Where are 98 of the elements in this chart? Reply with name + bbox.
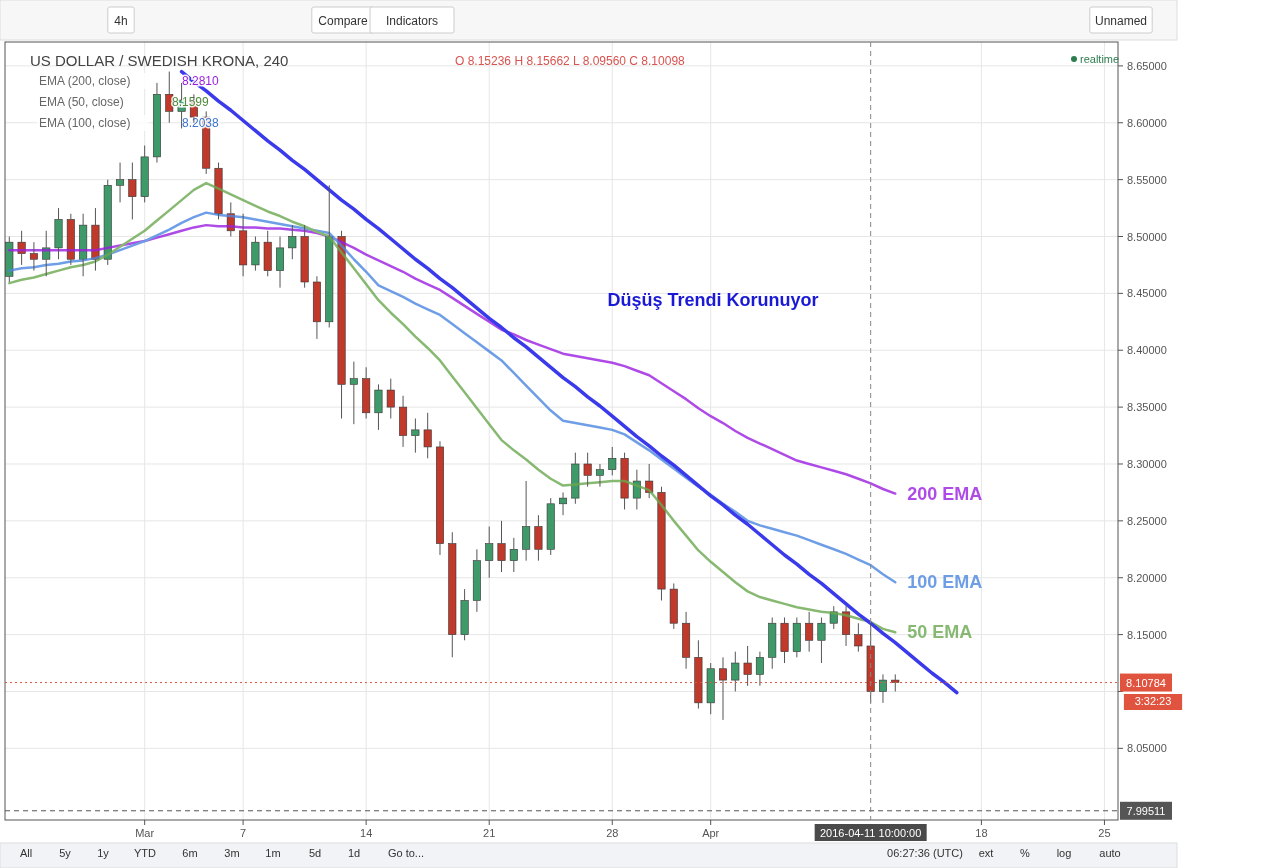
candlestick bbox=[682, 611, 691, 670]
text: Indicators bbox=[385, 14, 439, 28]
candlestick bbox=[595, 463, 604, 488]
text: ext bbox=[978, 847, 994, 859]
y-tick-label: 8.30000 bbox=[1127, 457, 1167, 470]
candlestick bbox=[534, 514, 543, 562]
candlestick bbox=[399, 395, 408, 448]
candlestick bbox=[719, 656, 727, 721]
text: 3m bbox=[224, 847, 240, 859]
y-tick-label: 8.05000 bbox=[1127, 742, 1167, 755]
candlestick bbox=[239, 213, 248, 277]
annotation: EMA (200, close) bbox=[39, 74, 131, 88]
series-label: 100 EMA bbox=[907, 572, 983, 593]
candlestick bbox=[485, 526, 494, 579]
ref-line-label: 7.99511 bbox=[1126, 804, 1166, 817]
candlestick bbox=[546, 497, 555, 556]
candlestick bbox=[312, 275, 321, 340]
candlestick bbox=[300, 224, 309, 289]
x-tick-label: 2016-04-11 10:00:00 bbox=[820, 827, 922, 839]
candlestick bbox=[436, 440, 444, 556]
series-label: 50 EMA bbox=[907, 622, 973, 643]
series-label: 200 EMA bbox=[907, 483, 983, 504]
candlestick bbox=[128, 162, 137, 220]
annotation: realtime bbox=[1080, 53, 1120, 65]
y-tick-label: 8.35000 bbox=[1127, 401, 1167, 414]
candlestick bbox=[116, 162, 125, 203]
candlestick bbox=[854, 622, 863, 653]
candlestick bbox=[706, 662, 715, 715]
candlestick bbox=[522, 480, 531, 562]
text: 6m bbox=[182, 847, 198, 859]
candlestick bbox=[571, 452, 580, 505]
candlestick bbox=[54, 207, 63, 260]
y-tick-label: 8.40000 bbox=[1127, 344, 1167, 357]
y-tick-label: 8.45000 bbox=[1127, 287, 1167, 300]
text: 1d bbox=[347, 847, 361, 859]
text: Compare bbox=[318, 14, 368, 28]
candlestick bbox=[669, 582, 678, 630]
candlestick bbox=[842, 605, 851, 647]
candlestick bbox=[583, 452, 592, 488]
text: 1y bbox=[97, 847, 110, 859]
text: US DOLLAR / SWEDISH KRONA, 240 bbox=[30, 52, 289, 69]
x-tick-label: 7 bbox=[240, 827, 247, 839]
text: 5d bbox=[308, 847, 322, 859]
y-tick-label: 8.25000 bbox=[1127, 514, 1167, 527]
y-tick-label: 8.55000 bbox=[1127, 173, 1167, 186]
candlestick bbox=[805, 611, 814, 653]
candlestick bbox=[29, 241, 38, 272]
candlestick bbox=[349, 361, 358, 425]
annotation: EMA (50, close) bbox=[39, 95, 124, 109]
x-tick-label: 28 bbox=[606, 827, 619, 839]
annotation: O 8.15236 H 8.15662 L 8.09560 C 8.10098 bbox=[455, 54, 686, 68]
text: auto bbox=[1099, 847, 1121, 859]
candlestick bbox=[374, 383, 383, 431]
text: All bbox=[19, 847, 33, 859]
x-tick-label: 14 bbox=[360, 827, 373, 839]
x-tick-label: 21 bbox=[483, 827, 496, 839]
text: log bbox=[1056, 847, 1072, 859]
annotation: EMA (100, close) bbox=[39, 116, 131, 130]
y-tick-label: 8.65000 bbox=[1127, 59, 1167, 72]
candlestick bbox=[743, 645, 752, 687]
candlestick bbox=[755, 651, 764, 687]
candlestick bbox=[276, 236, 285, 289]
text: Go to... bbox=[387, 847, 425, 859]
text: YTD bbox=[134, 847, 157, 859]
annotation: Düşüş Trendi Korunuyor bbox=[607, 290, 819, 310]
candlestick bbox=[288, 224, 297, 260]
ref-line-label: 8.10784 bbox=[1126, 676, 1166, 689]
text: 1m bbox=[265, 847, 281, 859]
text: Unnamed bbox=[1094, 14, 1148, 28]
line-series bbox=[8, 181, 897, 634]
text: 4h bbox=[114, 14, 128, 28]
candlestick bbox=[509, 537, 518, 573]
y-tick-label: 8.50000 bbox=[1127, 230, 1167, 243]
y-tick-label: 8.15000 bbox=[1127, 628, 1167, 641]
candlestick bbox=[152, 82, 161, 164]
candlestick bbox=[694, 639, 703, 710]
x-tick-label: 18 bbox=[975, 827, 988, 839]
x-tick-label: 25 bbox=[1098, 827, 1111, 839]
candlestick bbox=[386, 378, 395, 419]
candlestick bbox=[79, 213, 88, 277]
text: 06:27:36 (UTC) bbox=[887, 847, 963, 859]
x-tick-label: Mar bbox=[135, 827, 155, 839]
x-tick-label: Apr bbox=[702, 827, 720, 839]
text: 5y bbox=[59, 847, 72, 859]
candlestick bbox=[559, 491, 568, 516]
candlestick bbox=[472, 548, 481, 613]
candlestick bbox=[423, 412, 432, 459]
text: % bbox=[1020, 847, 1031, 859]
text: 3:32:23 bbox=[1134, 695, 1172, 707]
candlestick bbox=[497, 520, 506, 573]
candlestick bbox=[878, 673, 887, 704]
y-tick-label: 8.20000 bbox=[1127, 571, 1167, 584]
y-tick-label: 8.60000 bbox=[1127, 116, 1167, 129]
candlestick bbox=[731, 651, 740, 692]
candlestick bbox=[411, 417, 420, 454]
candlestick bbox=[337, 230, 346, 419]
candlestick bbox=[165, 71, 174, 124]
candlestick bbox=[448, 531, 457, 658]
